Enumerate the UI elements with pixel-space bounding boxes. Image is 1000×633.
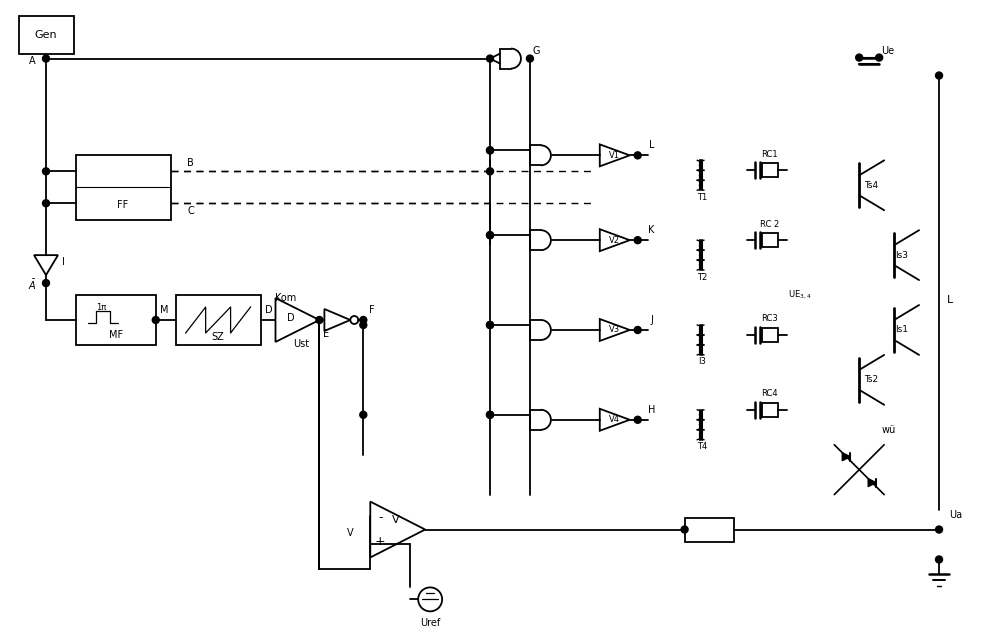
Text: Is1: Is1 — [896, 325, 909, 334]
Circle shape — [487, 55, 494, 62]
Circle shape — [681, 526, 688, 533]
Text: Gen: Gen — [35, 30, 57, 40]
Text: I: I — [62, 257, 65, 267]
Circle shape — [43, 200, 49, 207]
Circle shape — [360, 322, 367, 329]
Bar — [685, 518, 734, 541]
Circle shape — [487, 168, 494, 175]
Circle shape — [487, 322, 494, 329]
Polygon shape — [842, 453, 850, 461]
Bar — [76, 295, 156, 345]
Text: Kom: Kom — [275, 293, 296, 303]
Circle shape — [634, 327, 641, 334]
Text: K: K — [648, 225, 655, 235]
Text: V: V — [391, 515, 399, 525]
Text: J: J — [650, 315, 653, 325]
Circle shape — [43, 168, 49, 175]
Text: UE$_{3,4}$: UE$_{3,4}$ — [788, 289, 811, 301]
Text: Ua: Ua — [949, 510, 962, 520]
Circle shape — [360, 316, 367, 323]
Text: -: - — [378, 511, 383, 524]
Bar — [176, 295, 261, 345]
Text: L: L — [649, 141, 654, 151]
Circle shape — [43, 280, 49, 287]
Text: FF: FF — [117, 200, 128, 210]
Text: D: D — [287, 313, 294, 323]
Circle shape — [316, 316, 323, 323]
Text: RC3: RC3 — [761, 315, 778, 323]
Circle shape — [936, 72, 943, 79]
Bar — [762, 403, 778, 417]
Text: V2: V2 — [609, 235, 620, 245]
Text: V1: V1 — [609, 151, 620, 160]
Text: C: C — [187, 206, 194, 216]
Circle shape — [487, 147, 494, 154]
Text: I3: I3 — [699, 358, 706, 367]
Text: E: E — [323, 329, 330, 339]
Text: V: V — [347, 527, 354, 537]
Text: Ts4: Ts4 — [864, 181, 878, 190]
Bar — [762, 163, 778, 177]
Circle shape — [152, 316, 159, 323]
Text: 1π: 1π — [96, 303, 106, 311]
Text: V3: V3 — [609, 325, 620, 334]
Text: Is3: Is3 — [896, 251, 909, 260]
Text: MF: MF — [109, 330, 123, 340]
Circle shape — [487, 322, 494, 329]
Bar — [762, 328, 778, 342]
Circle shape — [350, 316, 358, 324]
Text: B: B — [187, 158, 194, 168]
Text: Ts2: Ts2 — [864, 375, 878, 384]
Circle shape — [487, 232, 494, 239]
Circle shape — [634, 237, 641, 244]
Text: A: A — [29, 56, 36, 66]
Circle shape — [876, 54, 883, 61]
Bar — [19, 16, 74, 54]
Circle shape — [526, 55, 533, 62]
Circle shape — [487, 147, 494, 154]
Text: wü: wü — [882, 425, 896, 435]
Text: +: + — [375, 535, 386, 548]
Text: SZ: SZ — [211, 332, 224, 342]
Circle shape — [487, 232, 494, 239]
Circle shape — [936, 556, 943, 563]
Circle shape — [634, 152, 641, 159]
Text: Ue: Ue — [881, 46, 894, 56]
Text: RC 2: RC 2 — [760, 220, 779, 229]
Text: Uref: Uref — [420, 618, 440, 629]
Text: L: L — [947, 295, 953, 305]
Bar — [762, 233, 778, 247]
Circle shape — [936, 526, 943, 533]
Text: G: G — [533, 46, 540, 56]
Text: D: D — [265, 305, 272, 315]
Text: $\bar{A}$: $\bar{A}$ — [28, 278, 36, 292]
Circle shape — [487, 411, 494, 418]
Circle shape — [43, 55, 49, 62]
Polygon shape — [868, 479, 876, 487]
Circle shape — [856, 54, 863, 61]
Text: V4: V4 — [609, 415, 620, 424]
Text: Ust: Ust — [293, 339, 309, 349]
Text: M: M — [160, 305, 168, 315]
Text: RC1: RC1 — [761, 150, 778, 159]
Text: RC4: RC4 — [761, 389, 778, 398]
Text: T2: T2 — [697, 273, 708, 282]
Text: F: F — [369, 305, 375, 315]
Circle shape — [487, 411, 494, 418]
Text: T1: T1 — [697, 193, 708, 202]
Circle shape — [360, 411, 367, 418]
Circle shape — [634, 417, 641, 423]
Bar — [76, 155, 171, 220]
Text: T4: T4 — [697, 442, 708, 451]
Text: H: H — [648, 404, 655, 415]
